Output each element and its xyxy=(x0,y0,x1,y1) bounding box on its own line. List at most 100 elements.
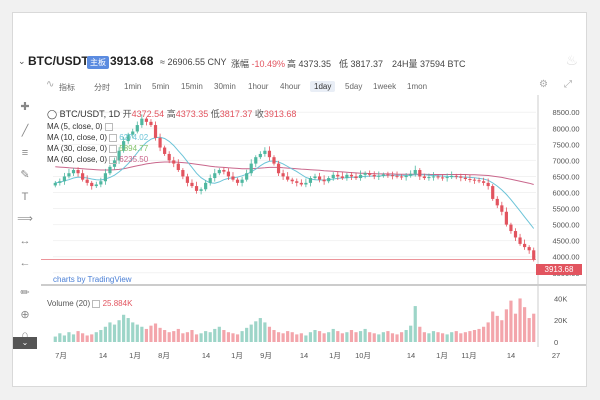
volume-bar xyxy=(354,332,358,342)
magnet-icon[interactable]: ∩ xyxy=(21,329,29,341)
interval-button[interactable]: 5day xyxy=(345,82,363,91)
volume-bar xyxy=(181,333,185,342)
volume-bar xyxy=(249,324,253,342)
interval-button[interactable]: 1hour xyxy=(248,82,269,91)
volume-bar xyxy=(122,314,126,342)
volume-bar xyxy=(372,333,376,342)
pattern-icon[interactable]: ⟹ xyxy=(17,213,33,225)
volume-bar xyxy=(409,325,413,342)
candle xyxy=(372,174,376,177)
legend-eye-icon[interactable]: ◯ xyxy=(47,109,58,119)
interval-button[interactable]: 30min xyxy=(214,82,236,91)
interval-button[interactable]: 15min xyxy=(181,82,203,91)
candle xyxy=(94,184,98,187)
candle xyxy=(226,171,231,177)
volume-bar xyxy=(482,326,486,342)
pair-name[interactable]: BTC/USDT xyxy=(28,54,89,68)
volume-bar xyxy=(427,333,431,342)
volume-bar xyxy=(267,326,272,342)
chevron-down-icon[interactable]: ⌄ xyxy=(18,56,26,66)
brush-icon[interactable]: ✎ xyxy=(20,169,30,181)
interval-button[interactable]: 5min xyxy=(152,82,170,91)
volume-bar xyxy=(404,330,408,342)
volume-tick-label: 0 xyxy=(554,338,558,347)
settings-box-icon[interactable] xyxy=(92,299,101,308)
time-tick-label: 9月 xyxy=(260,351,272,360)
fullscreen-icon[interactable]: ⤢ xyxy=(564,79,572,90)
candle xyxy=(308,178,313,183)
candle xyxy=(377,175,381,177)
legend-close-label: 收 xyxy=(254,109,264,119)
volume-bar xyxy=(436,332,440,342)
candle xyxy=(509,224,513,232)
interval-button-active[interactable]: 1day xyxy=(310,81,336,92)
indicator-button[interactable]: 指标 xyxy=(59,83,75,92)
text-tool-icon[interactable]: T xyxy=(21,191,29,203)
candle xyxy=(358,174,363,179)
candle xyxy=(482,181,486,183)
back-arrow-icon[interactable]: ← xyxy=(19,257,31,269)
candle xyxy=(190,182,194,187)
tradingview-watermark[interactable]: charts by TradingView xyxy=(53,275,132,284)
candle xyxy=(208,178,212,183)
indicator-icon[interactable]: ∿ xyxy=(46,79,55,90)
volume-axis: 0 20K 40K xyxy=(554,294,567,347)
volume-bar xyxy=(399,332,404,342)
ruler-icon[interactable]: ✏ xyxy=(20,287,30,299)
interval-button[interactable]: 分时 xyxy=(94,83,110,92)
settings-box-icon[interactable] xyxy=(109,144,118,153)
legend-high: 4373.35 xyxy=(175,109,209,119)
volume-bar xyxy=(495,315,499,342)
settings-box-icon[interactable] xyxy=(109,155,118,164)
settings-box-icon[interactable] xyxy=(109,133,118,142)
settings-icon[interactable]: ⚙ xyxy=(539,79,548,90)
volume-bar xyxy=(281,333,285,342)
candle xyxy=(286,176,290,180)
volume-bar xyxy=(103,326,107,342)
price-chart[interactable]: 3500.004000.004500.005000.005500.006000.… xyxy=(41,95,587,365)
time-tick-label: 14 xyxy=(407,351,415,360)
candle xyxy=(71,170,76,174)
settings-box-icon[interactable] xyxy=(104,122,113,131)
volume-bar xyxy=(418,326,422,342)
candle xyxy=(158,137,162,148)
candle xyxy=(404,175,408,178)
candle xyxy=(163,147,167,154)
volume-bar xyxy=(459,333,463,342)
candle xyxy=(532,250,536,260)
candle xyxy=(53,182,57,186)
zoom-in-icon[interactable]: ⊕ xyxy=(20,309,30,321)
price-tick-label: 7000.00 xyxy=(552,156,579,165)
volume-bar xyxy=(131,322,135,342)
volume-bar xyxy=(94,332,98,342)
crosshair-icon[interactable]: ✚ xyxy=(20,101,30,113)
price-tick-label: 5500.00 xyxy=(552,205,579,214)
ma10-path xyxy=(55,136,535,229)
candle xyxy=(422,176,426,179)
fib-icon[interactable]: ≡ xyxy=(21,147,29,159)
legend-open: 4372.54 xyxy=(131,109,165,119)
interval-button[interactable]: 1mon xyxy=(407,82,428,91)
candle xyxy=(213,173,217,179)
candle xyxy=(418,170,422,177)
candle xyxy=(491,186,495,199)
interval-button[interactable]: 4hour xyxy=(280,82,301,91)
volume-bar xyxy=(308,332,313,342)
candle xyxy=(272,157,276,164)
candle xyxy=(413,170,417,174)
volume-bar xyxy=(340,333,344,342)
volume-bar xyxy=(185,332,190,342)
candle xyxy=(85,179,89,183)
volume-bar xyxy=(81,333,85,342)
vol24-label: 24H量 xyxy=(392,59,418,69)
collapse-toggle[interactable]: ⌄ xyxy=(13,337,37,349)
price-tick-label: 4500.00 xyxy=(552,237,579,246)
interval-button[interactable]: 1week xyxy=(373,82,397,91)
candle xyxy=(454,175,458,177)
volume-bar xyxy=(322,333,326,342)
trend-line-icon[interactable]: ╱ xyxy=(21,125,29,137)
volume-bar xyxy=(245,327,249,342)
candle xyxy=(486,182,490,187)
measure-icon[interactable]: ↔ xyxy=(19,235,31,247)
interval-button[interactable]: 1min xyxy=(124,82,142,91)
